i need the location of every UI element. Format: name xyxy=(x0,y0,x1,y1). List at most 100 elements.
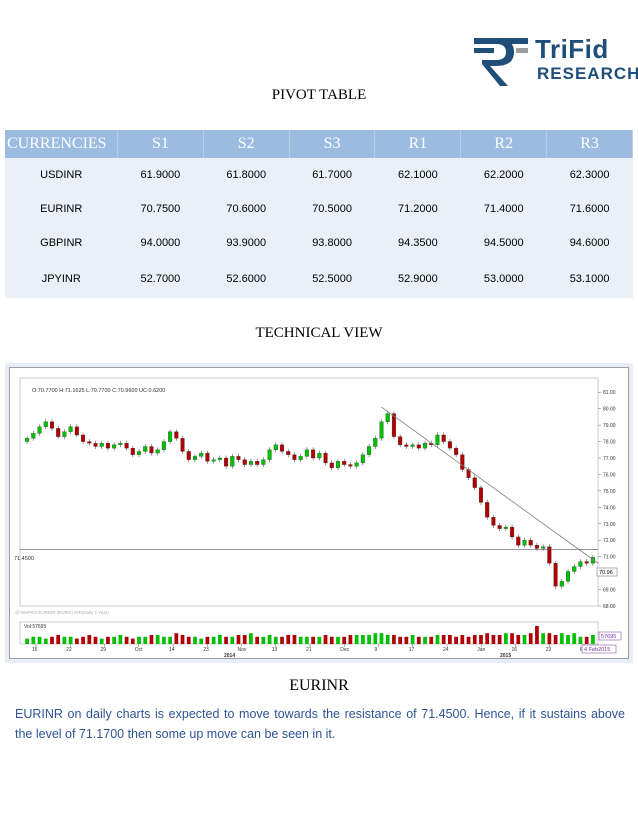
candle-body xyxy=(360,454,365,464)
candle-body xyxy=(304,449,309,457)
candle-body xyxy=(180,438,185,452)
volume-bar xyxy=(591,635,595,644)
candle-body xyxy=(112,444,117,449)
x-tick-label: 29 xyxy=(101,647,107,653)
header-s3: S3 xyxy=(289,130,376,158)
x-tick-label: Jan xyxy=(477,647,485,653)
candle-body xyxy=(578,561,583,567)
cell-s3: 70.5000 xyxy=(289,192,375,226)
y-tick-label: 78.00 xyxy=(603,440,616,446)
candle-body xyxy=(541,546,546,549)
volume-bar xyxy=(354,635,359,644)
volume-bar xyxy=(224,636,228,644)
candle-body xyxy=(323,452,328,464)
volume-bar xyxy=(485,633,490,644)
volume-bar xyxy=(199,638,204,644)
pivot-header-row: CURRENCIES S1 S2 S3 R1 R2 R3 xyxy=(5,130,633,158)
volume-bar xyxy=(516,635,521,644)
trifid-research-logo: TriFid RESEARCH xyxy=(470,30,638,90)
cell-s2: 93.9000 xyxy=(203,226,290,260)
candle-body xyxy=(105,443,110,449)
eurinr-title: EURINR xyxy=(289,677,349,694)
volume-bar xyxy=(379,633,384,644)
volume-bar xyxy=(329,636,334,644)
cell-currency: USDINR xyxy=(5,158,118,192)
volume-bar xyxy=(472,635,477,644)
candle-body xyxy=(367,446,372,455)
volume-bar xyxy=(261,636,266,644)
volume-bar xyxy=(174,633,179,644)
price-pane-border xyxy=(19,377,599,607)
volume-bar xyxy=(416,636,421,644)
resistance-trendline xyxy=(381,406,599,564)
candle-body xyxy=(435,434,440,445)
candle-body xyxy=(311,449,316,459)
volume-bar xyxy=(162,636,166,644)
candle-body xyxy=(217,457,222,460)
volume-bar xyxy=(342,636,347,644)
candle-body xyxy=(161,441,166,450)
volume-bar xyxy=(305,636,309,644)
volume-bar xyxy=(398,636,403,644)
candle-body xyxy=(410,444,415,447)
logo-research-text: RESEARCH xyxy=(537,64,638,83)
volume-bar xyxy=(112,636,117,644)
cell-r1: 71.2000 xyxy=(374,192,461,226)
x-tick-label: 23 xyxy=(546,647,552,653)
candle-body xyxy=(342,461,347,465)
volume-bar xyxy=(373,633,378,644)
date-tag-box xyxy=(581,644,617,654)
cell-r3: 71.6000 xyxy=(546,192,633,226)
volume-bar xyxy=(168,636,172,644)
candle-body xyxy=(485,502,490,518)
cell-r3: 94.6000 xyxy=(546,226,633,260)
cell-s1: 61.9000 xyxy=(117,158,204,192)
volume-bar xyxy=(460,635,465,644)
candle-body xyxy=(149,446,154,454)
last-price-tag: 70.96 xyxy=(599,570,613,576)
volume-bar xyxy=(93,636,98,644)
volume-bar xyxy=(118,635,123,644)
volume-bar xyxy=(37,636,42,644)
cell-s3: 93.8000 xyxy=(289,226,375,260)
y-tick-label: 77.00 xyxy=(603,456,616,462)
candle-body xyxy=(286,451,291,455)
candle-body xyxy=(230,456,235,467)
x-tick-label: Dec xyxy=(340,647,349,653)
candle-body xyxy=(143,446,148,452)
volume-bar xyxy=(572,633,577,644)
volume-bar xyxy=(522,635,527,644)
candle-body xyxy=(423,443,428,449)
cell-r2: 62.2000 xyxy=(460,158,547,192)
volume-bar xyxy=(186,636,191,644)
candle-body xyxy=(335,461,340,469)
last-price-tag-box xyxy=(596,567,618,577)
volume-bar xyxy=(466,636,471,644)
volume-bar xyxy=(510,633,514,644)
candle-body xyxy=(130,447,135,455)
candle-body xyxy=(478,487,483,503)
pivot-table-title: PIVOT TABLE xyxy=(271,87,367,103)
volume-bar xyxy=(578,636,583,644)
cell-r1: 94.3500 xyxy=(374,226,461,260)
candle-body xyxy=(547,546,552,564)
volume-bar xyxy=(559,633,564,644)
candle-body xyxy=(553,563,558,587)
volume-bar xyxy=(273,636,278,644)
volume-bar xyxy=(435,635,440,644)
volume-bar xyxy=(217,635,222,644)
candle-body xyxy=(205,452,210,462)
cell-s2: 61.8000 xyxy=(203,158,290,192)
candle-body xyxy=(292,454,297,460)
cell-s1: 52.7000 xyxy=(117,260,204,298)
candle-body xyxy=(174,431,179,439)
table-row: GBPINR 94.0000 93.9000 93.8000 94.3500 9… xyxy=(5,226,633,260)
volume-bar xyxy=(479,635,483,644)
volume-bar xyxy=(385,635,390,644)
candle-body xyxy=(391,413,396,437)
volume-bar xyxy=(50,636,54,644)
cell-s3: 52.5000 xyxy=(289,260,375,298)
volume-bar xyxy=(404,636,409,644)
cell-currency: GBPINR xyxy=(5,226,118,260)
volume-bar xyxy=(410,635,415,644)
